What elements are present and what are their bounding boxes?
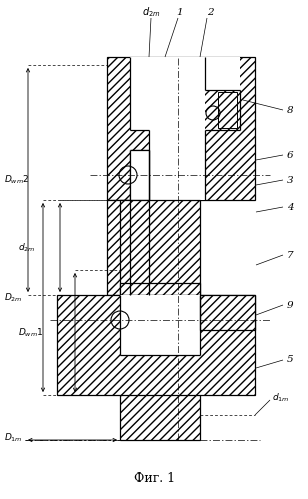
Text: 2: 2	[207, 7, 213, 16]
Bar	[120, 200, 200, 440]
Text: 6: 6	[287, 151, 293, 160]
Bar	[57, 295, 255, 395]
Text: 9: 9	[287, 300, 293, 309]
Text: Фиг. 1: Фиг. 1	[134, 472, 176, 485]
Bar	[107, 200, 130, 295]
Text: $D_{1m}$: $D_{1m}$	[4, 432, 23, 444]
Text: 8: 8	[287, 105, 293, 114]
Text: $d_{2m}$: $d_{2m}$	[142, 5, 160, 19]
Text: $d_{2m}$: $d_{2m}$	[18, 242, 35, 254]
Text: $d_{1m}$: $d_{1m}$	[272, 392, 290, 404]
Bar	[149, 130, 205, 200]
Text: 4: 4	[287, 203, 293, 212]
Text: 1: 1	[177, 7, 183, 16]
Bar	[120, 283, 200, 295]
Bar	[205, 57, 240, 90]
Bar	[130, 150, 149, 295]
Bar	[130, 200, 149, 295]
Text: 5: 5	[287, 355, 293, 364]
Bar	[107, 57, 255, 200]
Bar	[200, 295, 255, 330]
Text: $D_{2m}$: $D_{2m}$	[4, 292, 22, 304]
Bar	[130, 57, 205, 130]
Text: $D_{wm}2$: $D_{wm}2$	[4, 174, 29, 186]
Bar	[120, 295, 200, 355]
Text: 3: 3	[287, 176, 293, 185]
Bar	[218, 92, 237, 128]
Bar	[130, 150, 149, 200]
Text: $D_{wm}1$: $D_{wm}1$	[18, 327, 43, 339]
Text: 7: 7	[287, 250, 293, 259]
